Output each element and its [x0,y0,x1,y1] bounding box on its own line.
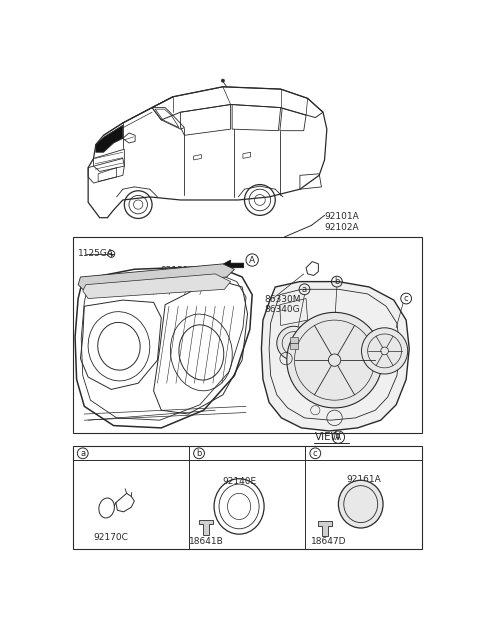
Circle shape [287,312,382,408]
Polygon shape [199,520,213,535]
Text: 92140E: 92140E [222,477,256,485]
Text: a: a [80,449,85,458]
Text: b: b [196,449,202,458]
Text: 92101A
92102A: 92101A 92102A [324,213,360,232]
Text: 86330M
86340G: 86330M 86340G [264,295,301,314]
Polygon shape [318,521,332,537]
Text: 92131
92132D: 92131 92132D [157,266,193,286]
Circle shape [361,328,408,374]
Polygon shape [96,125,123,152]
Text: A: A [336,433,341,441]
Text: b: b [334,277,339,286]
Polygon shape [262,282,409,431]
Text: 92161A: 92161A [347,475,381,484]
Text: a: a [302,285,307,294]
Bar [73,446,421,549]
Polygon shape [290,337,298,349]
Text: 1125GA: 1125GA [78,250,114,258]
Text: c: c [404,294,408,303]
Text: 18641B: 18641B [189,537,223,546]
Text: c: c [313,449,318,458]
Bar [73,237,421,433]
Text: VIEW: VIEW [315,432,342,442]
Ellipse shape [338,480,383,528]
Circle shape [277,326,311,360]
Text: A: A [249,256,255,265]
Circle shape [221,79,225,82]
Polygon shape [221,260,244,271]
Text: 92170C: 92170C [94,533,129,542]
Polygon shape [78,264,234,289]
Text: 18647D: 18647D [311,537,346,546]
Polygon shape [83,274,230,298]
